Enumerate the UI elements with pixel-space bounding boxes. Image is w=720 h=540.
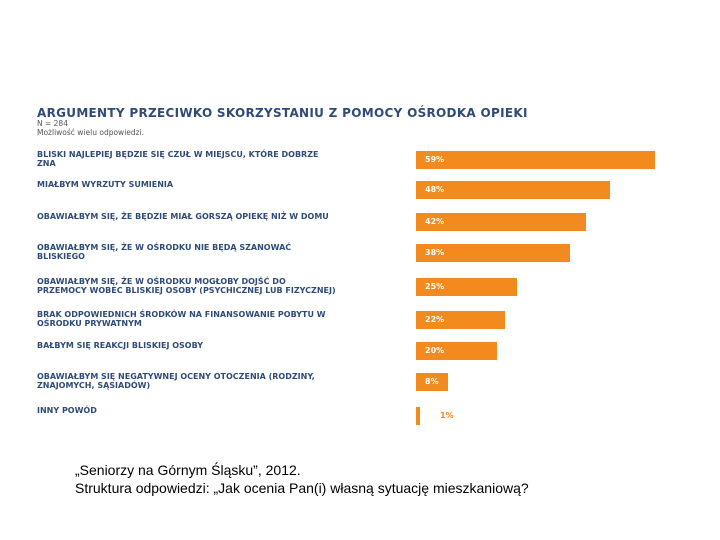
bar <box>416 373 449 391</box>
caption-source: „Seniorzy na Górnym Śląsku”, 2012. <box>75 462 301 478</box>
value-label: 25% <box>425 282 445 291</box>
category-label: OBAWIAŁBYM SIĘ, ŻE W OŚRODKU MOGŁOBY DOJ… <box>37 277 336 295</box>
value-label: 48% <box>425 185 445 194</box>
bar <box>416 278 518 296</box>
bar <box>416 311 506 329</box>
bar <box>416 342 497 360</box>
chart-note: Możliwość wielu odpowiedzi. <box>37 128 145 137</box>
value-label: 8% <box>425 377 439 386</box>
caption-question: Struktura odpowiedzi: „Jak ocenia Pan(i)… <box>75 480 529 496</box>
chart-title: ARGUMENTY PRZECIWKO SKORZYSTANIU Z POMOC… <box>37 106 528 120</box>
bar <box>416 151 655 169</box>
chart-subtitle: N = 284 <box>37 119 68 128</box>
category-label: BAŁBYM SIĘ REAKCJI BLISKIEJ OSOBY <box>37 341 204 350</box>
category-label: BLISKI NAJLEPIEJ BĘDZIE SIĘ CZUŁ W MIEJS… <box>37 150 319 168</box>
value-label: 42% <box>425 217 445 226</box>
bar <box>416 181 611 199</box>
category-label: MIAŁBYM WYRZUTY SUMIENIA <box>37 180 174 189</box>
value-label: 20% <box>425 346 445 355</box>
bar <box>416 213 587 231</box>
value-label: 1% <box>440 411 454 420</box>
category-label: OBAWIAŁBYM SIĘ NEGATYWNEJ OCENY OTOCZENI… <box>37 372 315 390</box>
category-label: OBAWIAŁBYM SIĘ, ŻE BĘDZIE MIAŁ GORSZĄ OP… <box>37 212 329 221</box>
bar <box>416 244 570 262</box>
bar <box>416 407 421 425</box>
value-label: 38% <box>425 248 445 257</box>
value-label: 22% <box>425 315 445 324</box>
category-label: OBAWIAŁBYM SIĘ, ŻE W OŚRODKU NIE BĘDĄ SZ… <box>37 243 292 261</box>
value-label: 59% <box>425 155 445 164</box>
category-label: BRAK ODPOWIEDNICH ŚRODKÓW NA FINANSOWANI… <box>37 310 326 328</box>
category-label: INNY POWÓD <box>37 406 97 415</box>
